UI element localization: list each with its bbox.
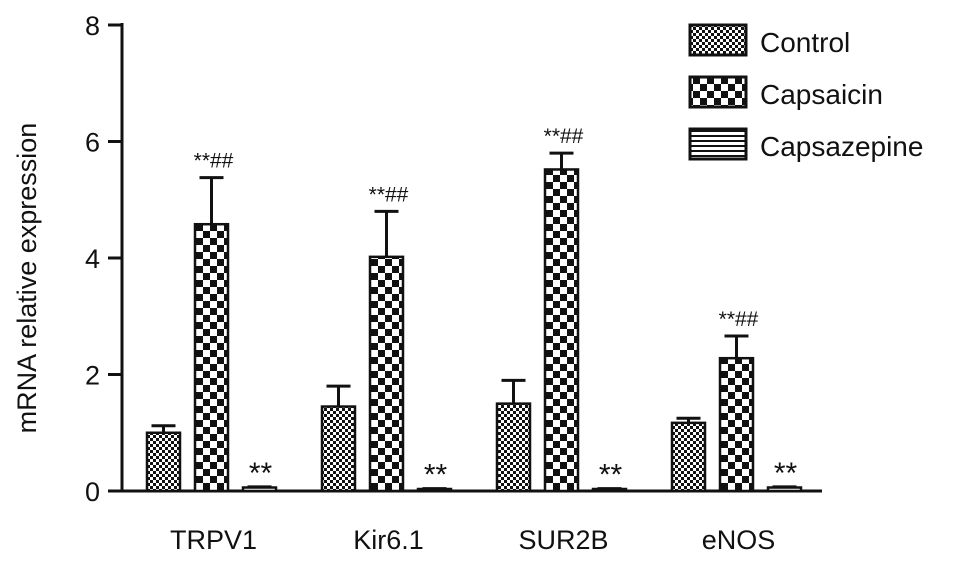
- y-tick-label-2: 2: [85, 361, 100, 391]
- y-tick-label-0: 0: [85, 477, 100, 507]
- bar-trpv1-control: [145, 431, 182, 493]
- bar-enos-control: [670, 421, 707, 493]
- significance-label-enos-capsazepine: **: [774, 457, 798, 490]
- significance-label-sur2b-capsazepine: **: [599, 459, 623, 492]
- significance-label-kir6-1-capsaicin: **##: [369, 183, 409, 206]
- bar-sur2b-capsaicin: [543, 168, 580, 493]
- bar-trpv1-capsaicin: [193, 222, 230, 493]
- bar-sur2b-control: [495, 402, 532, 493]
- y-tick-label-6: 6: [85, 128, 100, 158]
- significance-label-trpv1-capsazepine: **: [249, 457, 273, 490]
- legend-label-capsazepine: Capsazepine: [760, 131, 923, 162]
- bar-trpv1-capsazepine: [241, 486, 278, 493]
- legend: Control Capsaicin Capsazepine: [688, 23, 923, 162]
- bar-enos-capsaicin: [718, 356, 755, 493]
- labels-group: **## ** TRPV1 **## ** Kir6.1 **## ** SUR2B **## **…: [170, 125, 798, 555]
- axes: 0 2 4 6 8 mRNA relative expression: [12, 11, 822, 507]
- y-tick-label-4: 4: [85, 244, 100, 274]
- legend-swatch-capsaicin: [688, 75, 748, 109]
- x-tick-label-trpv1: TRPV1: [170, 525, 257, 555]
- x-tick-label-enos: eNOS: [702, 525, 776, 555]
- bar-sur2b-capsazepine: [591, 487, 628, 493]
- significance-label-sur2b-capsaicin: **##: [544, 125, 584, 148]
- legend-label-control: Control: [760, 27, 850, 58]
- significance-label-enos-capsaicin: **##: [719, 308, 759, 331]
- legend-swatch-capsazepine: [688, 127, 748, 161]
- y-tick-label-8: 8: [85, 11, 100, 41]
- bar-enos-capsazepine: [766, 486, 803, 493]
- legend-label-capsaicin: Capsaicin: [760, 79, 883, 110]
- significance-label-kir6-1-capsazepine: **: [424, 459, 448, 492]
- legend-swatch-control: [688, 23, 748, 57]
- bars-group: [145, 151, 803, 493]
- bar-kir6-1-capsazepine: [416, 487, 453, 493]
- x-tick-label-sur2b: SUR2B: [518, 525, 608, 555]
- y-axis-label: mRNA relative expression: [12, 123, 42, 434]
- bar-kir6-1-control: [320, 405, 357, 493]
- x-tick-label-kir6-1: Kir6.1: [353, 525, 424, 555]
- significance-label-trpv1-capsaicin: **##: [194, 150, 234, 173]
- bar-kir6-1-capsaicin: [368, 255, 405, 493]
